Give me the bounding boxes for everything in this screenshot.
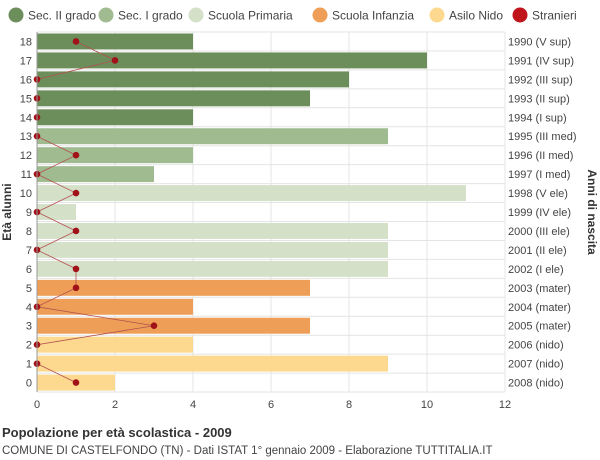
y-tick-label: 0 bbox=[26, 378, 32, 390]
stranieri-point bbox=[72, 379, 80, 386]
year-label: 1993 (II sup) bbox=[508, 93, 570, 105]
y-tick-label: 6 bbox=[26, 264, 32, 276]
y-tick-label: 2 bbox=[26, 340, 32, 352]
chart-subtitle: COMUNE DI CASTELFONDO (TN) - Dati ISTAT … bbox=[2, 445, 493, 457]
y-tick-label: 1 bbox=[26, 359, 32, 371]
x-tick-label: 2 bbox=[112, 399, 118, 411]
bar bbox=[37, 166, 154, 183]
year-label: 1991 (IV sup) bbox=[508, 55, 574, 67]
stranieri-point bbox=[72, 38, 80, 45]
y-tick-label: 15 bbox=[20, 93, 32, 105]
year-label: 2007 (nido) bbox=[508, 359, 564, 371]
year-label: 1994 (I sup) bbox=[508, 112, 567, 124]
legend-label: Stranieri bbox=[532, 9, 577, 23]
y-axis-title: Età alunni bbox=[0, 183, 14, 240]
legend-label: Sec. II grado bbox=[28, 9, 96, 23]
y-tick-label: 4 bbox=[26, 302, 32, 314]
stranieri-point bbox=[72, 284, 80, 292]
year-label: 1990 (V sup) bbox=[508, 36, 571, 48]
year-label: 2000 (III ele) bbox=[508, 226, 570, 238]
bar bbox=[37, 336, 193, 353]
x-tick-label: 12 bbox=[499, 399, 511, 411]
bar bbox=[37, 52, 427, 69]
y-tick-label: 8 bbox=[26, 226, 32, 238]
stranieri-point bbox=[111, 57, 119, 64]
chart-title: Popolazione per età scolastica - 2009 bbox=[2, 425, 232, 440]
year-label: 2003 (mater) bbox=[508, 283, 571, 295]
bar bbox=[37, 317, 310, 334]
legend-swatch bbox=[8, 7, 24, 23]
bar bbox=[37, 147, 193, 164]
stranieri-point bbox=[72, 151, 80, 159]
y-tick-label: 12 bbox=[20, 150, 32, 162]
year-label: 2008 (nido) bbox=[508, 378, 564, 390]
x-tick-label: 8 bbox=[346, 399, 352, 411]
year-label: 1995 (III med) bbox=[508, 131, 576, 143]
bar bbox=[37, 355, 388, 372]
y-tick-label: 13 bbox=[20, 131, 32, 143]
y-tick-label: 18 bbox=[20, 36, 32, 48]
legend-label: Scuola Infanzia bbox=[332, 9, 414, 23]
legend-label: Scuola Primaria bbox=[208, 9, 293, 23]
legend-swatch bbox=[429, 7, 445, 23]
year-label: 1992 (III sup) bbox=[508, 74, 573, 86]
y-tick-label: 14 bbox=[20, 112, 32, 124]
legend-label: Sec. I grado bbox=[118, 9, 183, 23]
legend-label: Asilo Nido bbox=[449, 9, 503, 23]
year-label: 1997 (I med) bbox=[508, 169, 570, 181]
bar bbox=[37, 128, 388, 145]
y-tick-label: 3 bbox=[26, 321, 32, 333]
year-label: 2002 (I ele) bbox=[508, 264, 564, 276]
y-tick-label: 9 bbox=[26, 207, 32, 219]
stranieri-point bbox=[72, 189, 80, 197]
y-tick-label: 11 bbox=[21, 169, 32, 181]
y-tick-label: 10 bbox=[20, 188, 32, 200]
bar bbox=[37, 241, 388, 258]
legend-swatch bbox=[312, 7, 328, 23]
bar bbox=[37, 185, 466, 202]
x-tick-label: 6 bbox=[268, 399, 274, 411]
bar bbox=[37, 298, 193, 315]
year-label: 1996 (II med) bbox=[508, 150, 573, 162]
year-label: 1998 (V ele) bbox=[508, 188, 568, 200]
x-tick-label: 0 bbox=[34, 399, 40, 411]
year-label: 2006 (nido) bbox=[508, 340, 564, 352]
stranieri-point bbox=[72, 227, 80, 235]
y-axis-title-right: Anni di nascita bbox=[585, 169, 599, 255]
bar bbox=[37, 90, 310, 107]
year-label: 2001 (II ele) bbox=[508, 245, 567, 257]
bar bbox=[37, 204, 76, 220]
x-tick-label: 10 bbox=[421, 399, 433, 411]
bar bbox=[37, 223, 388, 239]
y-tick-label: 7 bbox=[26, 245, 32, 257]
bar bbox=[37, 109, 193, 126]
legend-swatch bbox=[188, 7, 204, 23]
y-tick-label: 5 bbox=[26, 283, 32, 295]
bar bbox=[37, 33, 193, 50]
bar bbox=[37, 71, 349, 88]
y-tick-label: 16 bbox=[20, 74, 32, 86]
x-tick-label: 4 bbox=[190, 399, 196, 411]
legend-swatch bbox=[98, 7, 114, 23]
year-label: 1999 (IV ele) bbox=[508, 207, 571, 219]
y-tick-label: 17 bbox=[20, 55, 32, 67]
legend-swatch bbox=[512, 7, 528, 23]
bar bbox=[37, 279, 310, 296]
year-label: 2005 (mater) bbox=[508, 321, 571, 333]
stranieri-point bbox=[150, 322, 158, 330]
year-label: 2004 (mater) bbox=[508, 302, 571, 314]
bar bbox=[37, 260, 388, 277]
stranieri-point bbox=[72, 265, 80, 273]
